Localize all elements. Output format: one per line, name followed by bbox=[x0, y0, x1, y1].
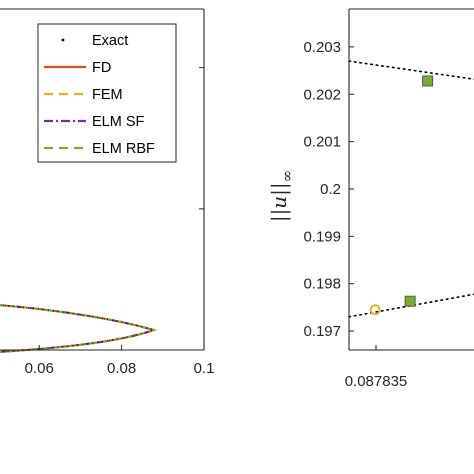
right-y-axis-label-text: ||u||∞ bbox=[267, 170, 296, 222]
left-series-line bbox=[0, 304, 157, 353]
right-exact-line bbox=[348, 60, 474, 80]
right-y-tick-label: 0.198 bbox=[303, 276, 341, 293]
legend-entry-elm-sf: ELM SF bbox=[44, 114, 145, 130]
right-y-tick-label: 0.203 bbox=[303, 39, 341, 56]
left-x-tick-label: 0.06 bbox=[25, 360, 54, 377]
fem-marker bbox=[369, 304, 381, 316]
left-x-tick-label: 0.1 bbox=[194, 360, 215, 377]
legend-swatch-exact bbox=[61, 38, 65, 42]
legend-label-elm-rbf: ELM RBF bbox=[92, 141, 155, 157]
right-y-tick-label: 0.197 bbox=[303, 323, 341, 340]
left-right-ticks bbox=[199, 67, 204, 210]
legend-label-exact: Exact bbox=[92, 33, 128, 49]
left-series-line bbox=[0, 304, 157, 353]
ylabel-subscript: ∞ bbox=[278, 170, 296, 183]
legend-entry-fd: FD bbox=[44, 60, 111, 76]
right-x-ticks: 0.087835 bbox=[345, 345, 408, 390]
right-y-tick-label: 0.2 bbox=[320, 181, 341, 198]
right-y-axis-label: ||u||∞ bbox=[267, 170, 296, 222]
legend-entry-exact: Exact bbox=[61, 33, 128, 49]
legend-label-elm-sf: ELM SF bbox=[92, 114, 145, 130]
right-x-tick-label: 0.087835 bbox=[345, 373, 408, 390]
right-panel: 0.197 0.198 0.199 0.2 0.201 0.202 0.203 0.0878… bbox=[267, 8, 474, 390]
left-panel: 0.06 0.08 0.1 Exact FD FEM ELM SF bbox=[0, 8, 215, 377]
elm-rbf-marker bbox=[404, 295, 416, 307]
right-y-ticks: 0.197 0.198 0.199 0.2 0.201 0.202 0.203 bbox=[303, 39, 354, 340]
legend-label-fem: FEM bbox=[92, 87, 123, 103]
legend: Exact FD FEM ELM SF ELM RBF bbox=[37, 23, 177, 163]
legend-entry-elm-rbf: ELM RBF bbox=[44, 141, 155, 157]
left-x-ticks: 0.06 0.08 0.1 bbox=[25, 345, 215, 377]
ylabel-main: ||u|| bbox=[267, 182, 292, 222]
legend-label-fd: FD bbox=[92, 60, 111, 76]
left-x-tick-label: 0.08 bbox=[107, 360, 136, 377]
right-y-tick-label: 0.202 bbox=[303, 86, 341, 103]
left-curves bbox=[0, 304, 157, 353]
elm-rbf-marker bbox=[422, 75, 434, 87]
legend-entry-fem: FEM bbox=[44, 87, 123, 103]
right-markers bbox=[369, 75, 434, 316]
right-plot-area bbox=[349, 9, 474, 350]
legend-box bbox=[37, 23, 177, 163]
right-y-tick-label: 0.201 bbox=[303, 134, 341, 151]
right-y-tick-label: 0.199 bbox=[303, 228, 341, 245]
